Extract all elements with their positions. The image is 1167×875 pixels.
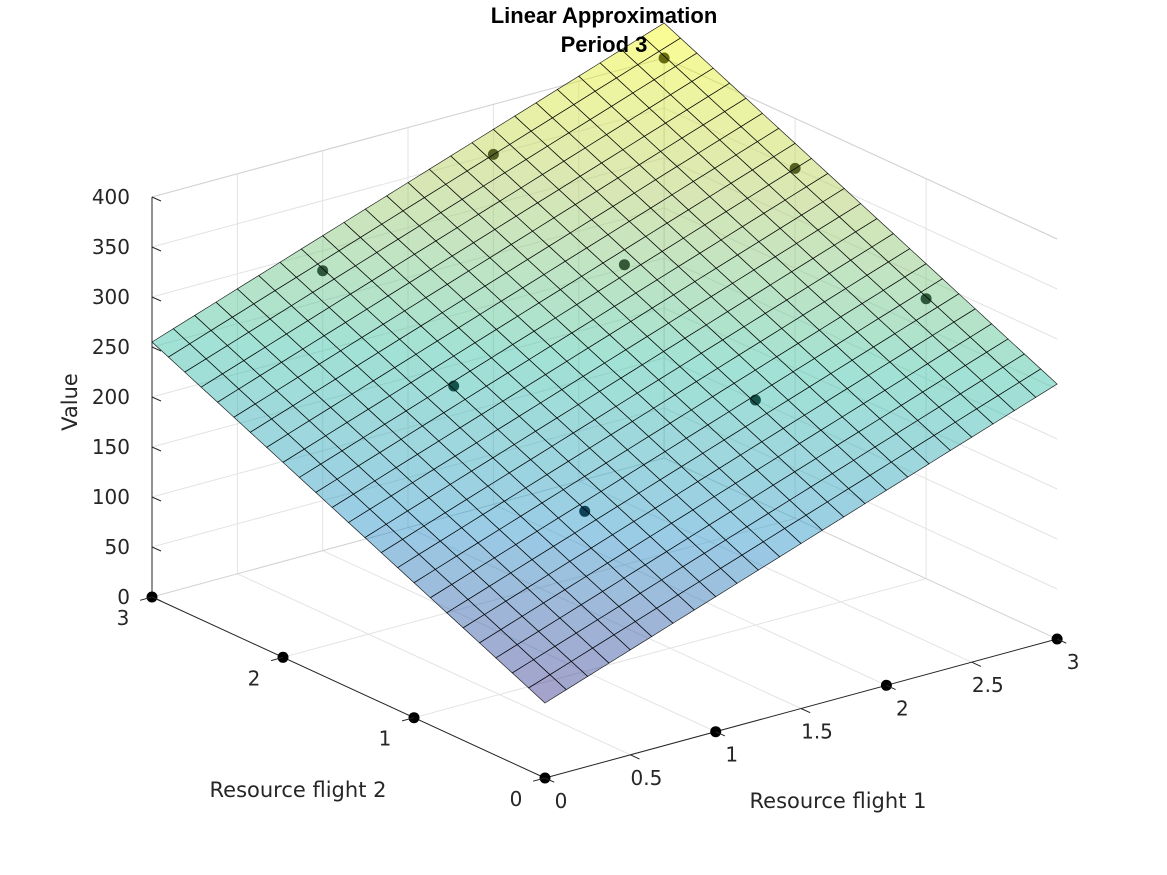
grid-line [578,480,973,663]
z-tick [151,296,162,302]
grid-line [663,307,1058,490]
z-axis-label: Value [58,373,82,431]
x-tick-label: 0 [555,789,568,813]
data-point [920,293,932,305]
z-tick-label: 0 [117,585,130,609]
grid-line [663,357,1058,540]
grid-line [663,257,1058,440]
x-tick-label: 0.5 [630,766,662,790]
data-point [579,505,591,517]
box-edge [151,457,665,598]
x-tick [971,661,982,667]
y-axis-line [151,596,546,779]
grid-line [151,257,665,398]
x-tick [544,777,555,783]
x-tick [800,708,811,714]
z-tick [151,546,162,552]
grid-line [663,157,1058,340]
surface [151,22,1058,704]
x-tick [1056,638,1067,644]
z-tick [151,396,162,402]
grid-lines [151,57,1058,756]
y-tick-label: 0 [510,787,523,811]
z-tick-label: 200 [92,385,130,409]
z-tick-label: 350 [92,235,130,259]
box-edge [663,57,1058,240]
x-tick [886,684,896,691]
data-points-below-surface [317,52,932,517]
chart-title-line-1: Linear Approximation [491,3,718,28]
x-tick [715,731,726,737]
x-tick-label: 1 [725,743,738,767]
box-edge [663,457,1058,640]
z-tick [151,446,162,452]
z-tick [151,346,162,352]
data-point [618,259,630,271]
axis-labels: 00.511.522.53012305010015020025030035040… [92,185,1080,813]
grid-line [413,578,927,719]
z-tick [151,196,162,202]
x-tick-label: 2 [896,696,909,720]
y-tick [270,656,284,662]
grid-line [663,207,1058,390]
z-tick-label: 100 [92,485,130,509]
grid-line [663,407,1058,590]
chart-title-line-2: Period 3 [561,32,648,57]
x-tick-label: 2.5 [972,673,1004,697]
y-tick-label: 3 [117,606,130,630]
y-axis-label: Resource flight 2 [210,778,387,802]
z-tick [151,246,162,252]
grid-line [151,157,665,298]
grid-line [151,307,665,448]
y-tick [401,717,415,722]
y-tick [532,777,546,782]
z-tick-label: 250 [92,335,130,359]
grid-line [237,573,631,756]
grid-line [151,207,665,348]
grid-line [493,503,887,686]
grid-line [151,357,665,498]
x-axis-label: Resource flight 1 [750,789,927,813]
grid-line [151,107,665,248]
z-tick-label: 150 [92,435,130,459]
box-edge [151,57,665,198]
z-tick-label: 50 [105,535,130,559]
data-point [317,265,329,277]
z-tick-label: 400 [92,185,130,209]
x-tick-label: 3 [1067,650,1080,674]
grid-line [282,517,796,658]
y-tick-label: 2 [248,666,261,690]
y-tick-label: 1 [379,727,392,751]
tick-marks [139,196,1067,783]
z-tick [151,596,162,602]
x-tick-label: 1.5 [801,720,833,744]
z-tick-label: 300 [92,285,130,309]
z-tick [151,496,162,502]
x-tick [630,754,640,760]
grid-line [663,107,1058,290]
grid-line [151,407,665,548]
axis-box [151,57,1058,779]
data-point [658,52,670,64]
grid-line [322,550,716,733]
surface-patch [642,22,682,52]
y-tick [139,596,153,601]
grid-line [407,527,802,709]
